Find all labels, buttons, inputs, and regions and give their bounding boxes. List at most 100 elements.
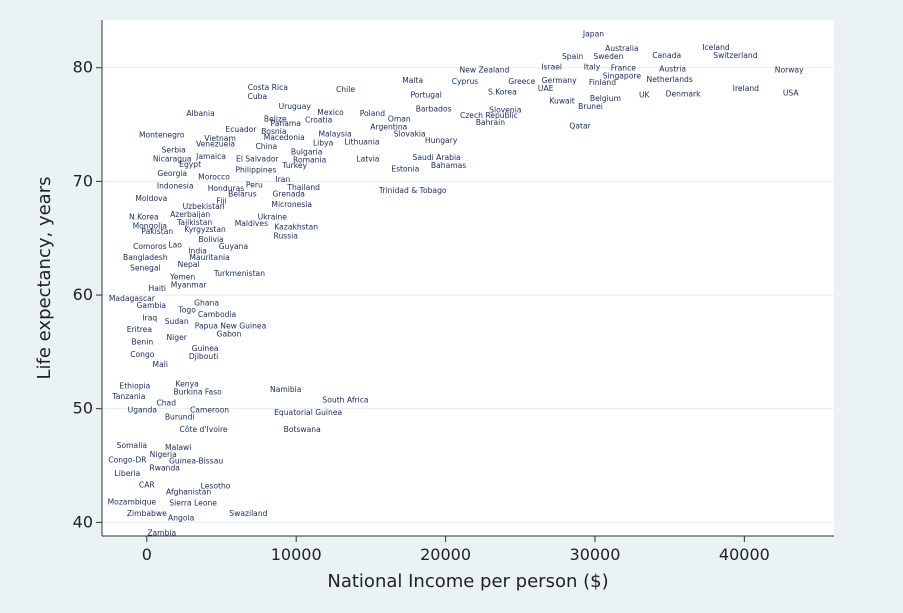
point-india: India bbox=[188, 246, 207, 255]
point-zimbabwe: Zimbabwe bbox=[127, 509, 167, 518]
point-philippines: Philippines bbox=[235, 166, 276, 175]
point-iran: Iran bbox=[275, 175, 290, 184]
point-argentina: Argentina bbox=[370, 123, 407, 132]
point-china: China bbox=[255, 142, 277, 151]
point-niger: Niger bbox=[166, 333, 187, 342]
point-libya: Libya bbox=[313, 138, 333, 147]
point-zambia: Zambia bbox=[147, 528, 176, 537]
point-new-zealand: New Zealand bbox=[459, 66, 509, 75]
point-haiti: Haiti bbox=[148, 284, 166, 293]
x-tick-label: 20000 bbox=[420, 545, 471, 564]
point-bangladesh: Bangladesh bbox=[123, 253, 168, 262]
point-macedonia: Macedonia bbox=[264, 133, 305, 142]
point-bulgaria: Bulgaria bbox=[291, 148, 323, 157]
point-vietnam: Vietnam bbox=[204, 134, 236, 143]
point-trinidad-tobago: Trinidad & Tobago bbox=[378, 186, 447, 195]
point-portugal: Portugal bbox=[410, 91, 441, 100]
point-slovakia: Slovakia bbox=[394, 129, 426, 138]
point-uae: UAE bbox=[538, 84, 554, 93]
point-indonesia: Indonesia bbox=[157, 182, 194, 191]
point-ecuador: Ecuador bbox=[225, 125, 257, 134]
point-qatar: Qatar bbox=[569, 121, 591, 130]
point-equatorial-guinea: Equatorial Guinea bbox=[274, 408, 342, 417]
point-chad: Chad bbox=[156, 399, 176, 408]
point-bolivia: Bolivia bbox=[198, 235, 223, 244]
y-tick-label: 60 bbox=[73, 285, 93, 304]
point-eritrea: Eritrea bbox=[127, 325, 152, 334]
point-swaziland: Swaziland bbox=[229, 509, 267, 518]
point-congo: Congo bbox=[130, 350, 155, 359]
point-peru: Peru bbox=[246, 181, 263, 190]
x-tick-label: 30000 bbox=[570, 545, 621, 564]
x-tick-label: 0 bbox=[142, 545, 152, 564]
point-netherlands: Netherlands bbox=[647, 75, 693, 84]
point-cuba: Cuba bbox=[248, 92, 268, 101]
y-tick-label: 50 bbox=[73, 399, 93, 418]
point-south-africa: South Africa bbox=[322, 395, 368, 404]
point-georgia: Georgia bbox=[157, 169, 187, 178]
point-ireland: Ireland bbox=[733, 84, 759, 93]
point-afghanistan: Afghanistan bbox=[166, 487, 211, 496]
gridlines bbox=[102, 67, 834, 523]
plot-background bbox=[102, 20, 834, 536]
point-c-te-d-ivoire: Côte d'Ivoire bbox=[180, 425, 228, 434]
point-mali: Mali bbox=[153, 360, 168, 369]
point-montenegro: Montenegro bbox=[139, 130, 185, 139]
point-ethiopia: Ethiopia bbox=[119, 382, 150, 391]
point-bahamas: Bahamas bbox=[431, 161, 466, 170]
point-guyana: Guyana bbox=[219, 242, 248, 251]
point-nicaragua: Nicaragua bbox=[153, 154, 192, 163]
point-romania: Romania bbox=[293, 155, 326, 164]
point-madagascar: Madagascar bbox=[109, 294, 156, 303]
point-somalia: Somalia bbox=[117, 441, 147, 450]
point-venezuela: Venezuela bbox=[196, 140, 235, 149]
point-nepal: Nepal bbox=[178, 260, 200, 269]
point-australia: Australia bbox=[605, 44, 639, 53]
y-tick-label: 40 bbox=[73, 512, 93, 531]
point-nigeria: Nigeria bbox=[150, 450, 177, 459]
point-kyrgyzstan: Kyrgyzstan bbox=[184, 225, 226, 234]
point-sweden: Sweden bbox=[593, 52, 623, 61]
point-denmark: Denmark bbox=[666, 90, 702, 99]
point-saudi-arabia: Saudi Arabia bbox=[413, 153, 461, 162]
point-s-korea: S.Korea bbox=[488, 87, 517, 96]
point-germany: Germany bbox=[542, 76, 577, 85]
point-japan: Japan bbox=[582, 29, 604, 38]
point-lao: Lao bbox=[168, 241, 182, 250]
y-tick-label: 80 bbox=[73, 58, 93, 77]
y-axis-title: Life expectancy, years bbox=[34, 177, 55, 380]
point-panama: Panama bbox=[271, 119, 301, 128]
point-israel: Israel bbox=[541, 62, 562, 71]
point-italy: Italy bbox=[584, 62, 601, 71]
point-el-salvador: El Salvador bbox=[236, 154, 280, 163]
point-kenya: Kenya bbox=[176, 379, 199, 388]
point-mozambique: Mozambique bbox=[108, 498, 157, 507]
point-sudan: Sudan bbox=[165, 317, 189, 326]
point-turkmenistan: Turkmenistan bbox=[213, 269, 265, 278]
point-rwanda: Rwanda bbox=[150, 464, 180, 473]
point-morocco: Morocco bbox=[198, 173, 230, 182]
point-finland: Finland bbox=[589, 78, 616, 87]
point-lesotho: Lesotho bbox=[201, 482, 231, 491]
point-turkey: Turkey bbox=[281, 161, 307, 170]
point-belize: Belize bbox=[264, 115, 287, 124]
point-ukraine: Ukraine bbox=[258, 212, 288, 221]
point-azerbaijan: Azerbaijan bbox=[170, 210, 210, 219]
x-tick-label: 10000 bbox=[271, 545, 322, 564]
point-liberia: Liberia bbox=[115, 469, 141, 478]
point-fiji: Fiji bbox=[216, 196, 226, 205]
point-chile: Chile bbox=[336, 85, 355, 94]
point-uganda: Uganda bbox=[128, 406, 157, 415]
point-micronesia: Micronesia bbox=[271, 200, 312, 209]
point-comoros: Comoros bbox=[133, 242, 167, 251]
point-angola: Angola bbox=[168, 514, 194, 523]
point-barbados: Barbados bbox=[416, 104, 452, 113]
point-cambodia: Cambodia bbox=[198, 310, 236, 319]
point-cyprus: Cyprus bbox=[452, 77, 479, 86]
point-n-korea: N.Korea bbox=[129, 212, 159, 221]
point-usa: USA bbox=[783, 88, 800, 97]
point-mexico: Mexico bbox=[317, 108, 344, 117]
point-bahrain: Bahrain bbox=[476, 118, 506, 127]
